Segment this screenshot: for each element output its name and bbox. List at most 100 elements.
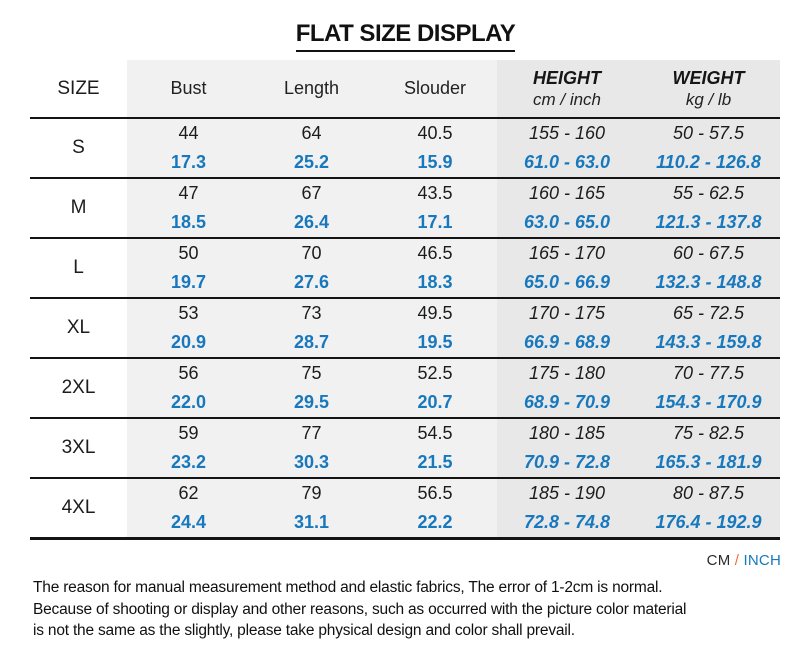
length-cell: 75 29.5 xyxy=(250,359,373,417)
length-cm-value: 64 xyxy=(301,123,322,143)
bust-inch-value: 19.7 xyxy=(170,272,207,292)
bust-cm-value: 44 xyxy=(178,123,199,143)
weight-cell: 70 - 77.5 154.3 - 170.9 xyxy=(637,359,780,417)
length-cell: 67 26.4 xyxy=(250,179,373,237)
height-cm-value: 185 - 190 xyxy=(528,483,606,503)
unit-legend: CM / INCH xyxy=(707,552,781,569)
weight-lb-value: 121.3 - 137.8 xyxy=(655,212,762,232)
note-line-3: is not the same as the slightly, please … xyxy=(33,622,575,639)
shoulder-cm-value: 40.5 xyxy=(417,123,453,143)
header-weight: WEIGHT kg / lb xyxy=(637,60,780,117)
length-cm-value: 70 xyxy=(301,243,322,263)
bust-inch-value: 24.4 xyxy=(170,512,207,532)
shoulder-cell: 52.5 20.7 xyxy=(373,359,497,417)
shoulder-cell: 43.5 17.1 xyxy=(373,179,497,237)
header-height: HEIGHT cm / inch xyxy=(497,60,637,117)
shoulder-cm-value: 43.5 xyxy=(417,183,453,203)
weight-kg-value: 80 - 87.5 xyxy=(672,483,745,503)
header-weight-sub: kg / lb xyxy=(685,89,732,109)
shoulder-inch-value: 17.1 xyxy=(417,212,453,232)
height-cell: 170 - 175 66.9 - 68.9 xyxy=(497,299,637,357)
size-table: SIZE Bust Length Slouder HEIGHT cm / inc… xyxy=(30,60,780,540)
height-cm-value: 160 - 165 xyxy=(528,183,606,203)
weight-kg-value: 60 - 67.5 xyxy=(672,243,745,263)
table-row: 4XL 62 24.4 79 31.1 56.5 22.2 185 - 190 … xyxy=(30,477,780,537)
weight-kg-value: 65 - 72.5 xyxy=(672,303,745,323)
length-cell: 70 27.6 xyxy=(250,239,373,297)
shoulder-cm-value: 52.5 xyxy=(417,363,453,383)
size-label: 2XL xyxy=(30,359,127,417)
unit-separator: / xyxy=(734,552,740,569)
shoulder-inch-value: 15.9 xyxy=(417,152,453,172)
weight-cell: 60 - 67.5 132.3 - 148.8 xyxy=(637,239,780,297)
size-text: L xyxy=(73,257,84,278)
weight-cell: 80 - 87.5 176.4 - 192.9 xyxy=(637,479,780,537)
shoulder-cm-value: 56.5 xyxy=(417,483,453,503)
size-text: S xyxy=(72,137,85,158)
bust-cell: 62 24.4 xyxy=(127,479,250,537)
length-cell: 79 31.1 xyxy=(250,479,373,537)
weight-kg-value: 75 - 82.5 xyxy=(672,423,745,443)
height-cm-value: 155 - 160 xyxy=(528,123,606,143)
shoulder-inch-value: 21.5 xyxy=(417,452,453,472)
header-size: SIZE xyxy=(30,60,127,117)
length-inch-value: 28.7 xyxy=(293,332,330,352)
bust-inch-value: 20.9 xyxy=(170,332,207,352)
table-row: M 47 18.5 67 26.4 43.5 17.1 160 - 165 63… xyxy=(30,177,780,237)
table-body: S 44 17.3 64 25.2 40.5 15.9 155 - 160 61… xyxy=(30,117,780,537)
size-label: 3XL xyxy=(30,419,127,477)
header-weight-label: WEIGHT xyxy=(672,67,745,88)
height-inch-value: 70.9 - 72.8 xyxy=(523,452,611,472)
weight-lb-value: 154.3 - 170.9 xyxy=(655,392,762,412)
shoulder-cm-value: 46.5 xyxy=(417,243,453,263)
height-inch-value: 63.0 - 65.0 xyxy=(523,212,611,232)
height-inch-value: 65.0 - 66.9 xyxy=(523,272,611,292)
note-line-1: The reason for manual measurement method… xyxy=(33,579,663,596)
page-title-text: FLAT SIZE DISPLAY xyxy=(295,20,516,52)
size-text: 4XL xyxy=(61,497,96,518)
weight-kg-value: 50 - 57.5 xyxy=(672,123,745,143)
weight-lb-value: 143.3 - 159.8 xyxy=(655,332,762,352)
bust-cm-value: 50 xyxy=(178,243,199,263)
height-cm-value: 170 - 175 xyxy=(528,303,606,323)
shoulder-inch-value: 22.2 xyxy=(417,512,453,532)
weight-cell: 65 - 72.5 143.3 - 159.8 xyxy=(637,299,780,357)
bust-cell: 44 17.3 xyxy=(127,119,250,177)
height-cell: 165 - 170 65.0 - 66.9 xyxy=(497,239,637,297)
shoulder-cell: 40.5 15.9 xyxy=(373,119,497,177)
note-line-2: Because of shooting or display and other… xyxy=(33,600,687,618)
shoulder-inch-value: 18.3 xyxy=(417,272,453,292)
shoulder-inch-value: 20.7 xyxy=(417,392,453,412)
shoulder-cell: 56.5 22.2 xyxy=(373,479,497,537)
length-cm-value: 75 xyxy=(301,363,322,383)
header-length: Length xyxy=(250,60,373,117)
header-height-sub: cm / inch xyxy=(532,89,602,109)
length-cm-value: 79 xyxy=(301,483,322,503)
height-cm-value: 165 - 170 xyxy=(528,243,606,263)
size-label: M xyxy=(30,179,127,237)
length-cell: 77 30.3 xyxy=(250,419,373,477)
measurement-note: The reason for manual measurement method… xyxy=(33,577,778,642)
header-height-label: HEIGHT xyxy=(532,67,601,88)
length-inch-value: 27.6 xyxy=(293,272,330,292)
weight-lb-value: 110.2 - 126.8 xyxy=(656,152,761,172)
length-cell: 73 28.7 xyxy=(250,299,373,357)
bust-cm-value: 56 xyxy=(178,363,199,383)
bust-cell: 59 23.2 xyxy=(127,419,250,477)
size-text: 3XL xyxy=(61,437,96,458)
bust-inch-value: 17.3 xyxy=(170,152,207,172)
size-label: L xyxy=(30,239,127,297)
bust-cm-value: 59 xyxy=(178,423,199,443)
length-inch-value: 25.2 xyxy=(293,152,330,172)
bust-inch-value: 22.0 xyxy=(170,392,207,412)
length-cm-value: 67 xyxy=(301,183,322,203)
length-inch-value: 29.5 xyxy=(293,392,330,412)
table-row: 3XL 59 23.2 77 30.3 54.5 21.5 180 - 185 … xyxy=(30,417,780,477)
bust-cm-value: 53 xyxy=(178,303,199,323)
weight-lb-value: 165.3 - 181.9 xyxy=(655,452,762,472)
height-cell: 160 - 165 63.0 - 65.0 xyxy=(497,179,637,237)
shoulder-cm-value: 49.5 xyxy=(417,303,453,323)
weight-cell: 55 - 62.5 121.3 - 137.8 xyxy=(637,179,780,237)
bust-cell: 56 22.0 xyxy=(127,359,250,417)
